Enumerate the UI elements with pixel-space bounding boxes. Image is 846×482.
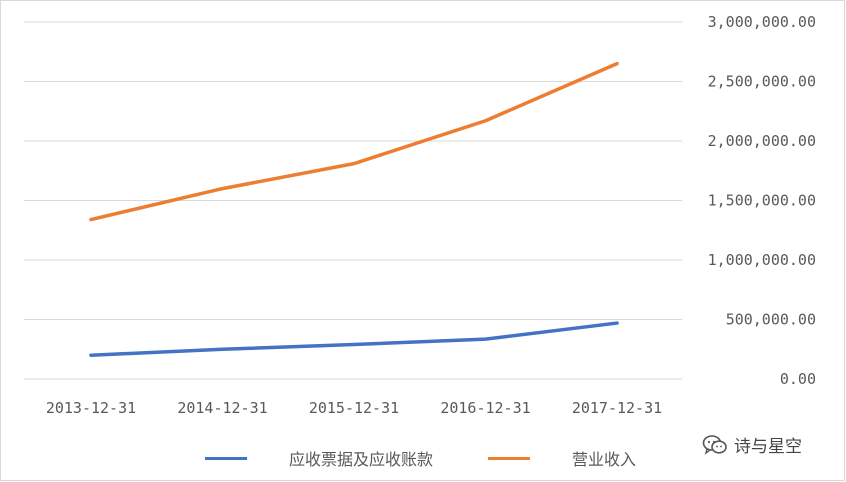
legend-label-revenue: 营业收入 (572, 452, 637, 469)
y-tick-label: 1,000,000.00 (708, 251, 816, 269)
legend-swatch-revenue (488, 456, 530, 460)
legend-item-receivables: 应收票据及应收账款 (205, 446, 433, 470)
y-tick-label: 3,000,000.00 (708, 13, 816, 31)
legend-label-receivables: 应收票据及应收账款 (289, 452, 434, 469)
legend-item-revenue: 营业收入 (488, 446, 636, 470)
y-tick-label: 500,000.00 (726, 311, 816, 329)
x-axis-ticks: 2013-12-31 2014-12-31 2015-12-31 2016-12-31… (46, 399, 662, 417)
watermark: 诗与星空 (702, 432, 802, 457)
y-tick-label: 2,000,000.00 (708, 132, 816, 150)
x-tick-label: 2016-12-31 (440, 399, 530, 417)
x-tick-label: 2015-12-31 (309, 399, 399, 417)
series-lines (89, 61, 619, 357)
x-tick-label: 2014-12-31 (177, 399, 267, 417)
y-tick-label: 2,500,000.00 (708, 73, 816, 91)
y-axis-ticks: 0.00 500,000.00 1,000,000.00 1,500,000.00 2,… (708, 13, 816, 388)
watermark-text: 诗与星空 (734, 437, 802, 457)
y-tick-label: 1,500,000.00 (708, 192, 816, 210)
legend-swatch-receivables (205, 456, 247, 460)
series-line-receivables (89, 321, 619, 357)
x-tick-label: 2013-12-31 (46, 399, 136, 417)
y-tick-label: 0.00 (780, 370, 816, 388)
wechat-icon (702, 434, 727, 455)
series-line-revenue (89, 61, 619, 222)
x-tick-label: 2017-12-31 (572, 399, 662, 417)
